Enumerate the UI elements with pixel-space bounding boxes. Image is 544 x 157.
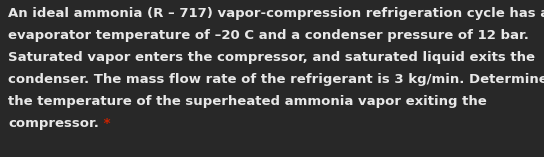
Text: An ideal ammonia (R – 717) vapor-compression refrigeration cycle has an: An ideal ammonia (R – 717) vapor-compres…: [8, 7, 544, 20]
Text: condenser. The mass flow rate of the refrigerant is 3 kg/min. Determine: condenser. The mass flow rate of the ref…: [8, 73, 544, 86]
Text: compressor.: compressor.: [8, 117, 99, 130]
Text: Saturated vapor enters the compressor, and saturated liquid exits the: Saturated vapor enters the compressor, a…: [8, 51, 535, 64]
Text: *: *: [99, 117, 110, 130]
Text: the temperature of the superheated ammonia vapor exiting the: the temperature of the superheated ammon…: [8, 95, 487, 108]
Text: evaporator temperature of –20 C and a condenser pressure of 12 bar.: evaporator temperature of –20 C and a co…: [8, 29, 529, 42]
